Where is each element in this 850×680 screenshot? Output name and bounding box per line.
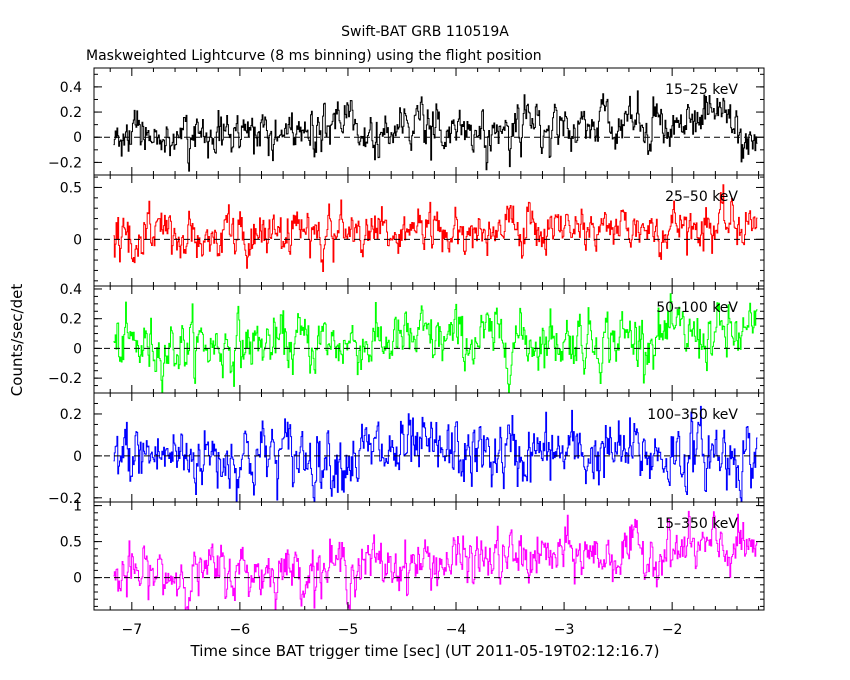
x-tick-label: −2 bbox=[662, 622, 683, 638]
series-line-panel-1 bbox=[113, 90, 758, 172]
x-axis-title: Time since BAT trigger time [sec] (UT 20… bbox=[190, 642, 660, 660]
x-tick-label: −3 bbox=[554, 622, 575, 638]
x-tick-label: −7 bbox=[122, 622, 143, 638]
y-tick-label: 0 bbox=[73, 232, 82, 248]
y-tick-label: 0 bbox=[73, 341, 82, 357]
band-label-panel-2: 25–50 keV bbox=[665, 189, 738, 205]
panel-5: 15–350 keV 0 0.5 1 bbox=[60, 499, 765, 611]
x-tick-label: −4 bbox=[446, 622, 467, 638]
panel-3: 50–100 keV −0.2 0 0.2 0.4 bbox=[48, 282, 765, 394]
y-tick-label: 0 bbox=[73, 449, 82, 465]
band-label-panel-5: 15–350 keV bbox=[656, 516, 738, 532]
panel-1: 15–25 keV −0.2 0 0.2 0.4 bbox=[48, 67, 765, 176]
y-tick-label: 0 bbox=[73, 571, 82, 587]
panel-2: 25–50 keV 0 0.5 bbox=[60, 174, 765, 287]
band-label-panel-4: 100–350 keV bbox=[647, 407, 738, 423]
y-tick-label: 0.4 bbox=[60, 282, 82, 298]
series-line-panel-4 bbox=[113, 405, 758, 503]
chart-subtitle: Maskweighted Lightcurve (8 ms binning) u… bbox=[86, 48, 542, 64]
x-tick-label: −6 bbox=[230, 622, 251, 638]
y-tick-label: 0.2 bbox=[60, 312, 82, 328]
panel-4: 100–350 keV −0.2 0 0.2 bbox=[48, 392, 765, 507]
y-tick-label: −0.2 bbox=[48, 491, 82, 507]
series-line-panel-2 bbox=[113, 184, 758, 272]
y-tick-label: 0.5 bbox=[60, 180, 82, 196]
y-tick-label: 1 bbox=[73, 499, 82, 515]
y-tick-label: 0.4 bbox=[60, 80, 82, 96]
series-line-panel-5 bbox=[113, 510, 758, 611]
band-label-panel-3: 50–100 keV bbox=[656, 300, 738, 316]
band-label-panel-1: 15–25 keV bbox=[665, 82, 738, 98]
y-tick-label: 0.2 bbox=[60, 105, 82, 121]
series-line-panel-3 bbox=[113, 293, 758, 394]
y-axis-title: Counts/sec/det bbox=[8, 284, 26, 397]
chart-title: Swift-BAT GRB 110519A bbox=[341, 24, 509, 40]
y-tick-label: −0.2 bbox=[48, 155, 82, 171]
panels-group: 15–25 keV −0.2 0 0.2 0.4 25–50 keV 0 0.5 50–100 … bbox=[48, 67, 765, 638]
y-tick-label: −0.2 bbox=[48, 371, 82, 387]
y-tick-label: 0.5 bbox=[60, 535, 82, 551]
y-tick-label: 0 bbox=[73, 130, 82, 146]
y-tick-label: 0.2 bbox=[60, 407, 82, 423]
x-tick-label: −5 bbox=[338, 622, 359, 638]
